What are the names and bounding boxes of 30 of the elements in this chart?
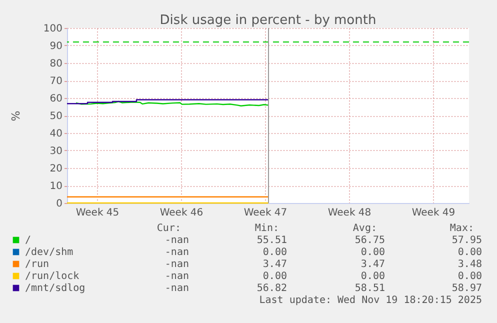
x-tick-label: Week 48 [328,208,372,218]
y-tick-label: 50 [50,111,62,122]
y-tick-label: 30 [50,146,62,157]
y-tick-label: 70 [50,76,62,87]
x-tick-label: Week 47 [244,208,288,218]
legend-label: /mnt/sdlog [25,283,86,294]
y-tick-label: 80 [50,58,62,70]
y-axis-title: % [9,110,22,122]
chart-title: Disk usage in percent - by month [160,13,376,28]
y-tick-label: 40 [50,128,62,140]
legend-label: /dev/shm [25,247,74,258]
x-tick-label: Week 45 [76,208,120,218]
text: -nan 3.47 3.47 3.48 [164,259,482,270]
legend-label: /run/lock [25,271,80,282]
legend-label: / [25,235,32,246]
legend-label: /run [25,259,50,270]
text: -nan 55.51 56.75 57.95 [164,235,482,246]
y-tick-label: 90 [50,41,62,52]
y-tick-label: 0 [56,198,62,210]
y-tick-label: 60 [50,94,62,104]
y-tick-label: 10 [50,181,62,192]
text: -nan 56.82 58.51 58.97 [164,283,482,294]
y-tick-label: 20 [50,164,62,174]
y-tick-label: 100 [43,24,62,34]
text: Last update: Wed Nov 19 18:20:15 2025 [259,295,482,306]
x-tick-label: Week 49 [412,208,456,218]
text: -nan 0.00 0.00 0.00 [164,247,482,258]
text: -nan 0.00 0.00 0.00 [164,271,482,282]
text: Cur: Min: Avg: Max: [156,223,474,234]
x-tick-label: Week 46 [160,208,204,218]
